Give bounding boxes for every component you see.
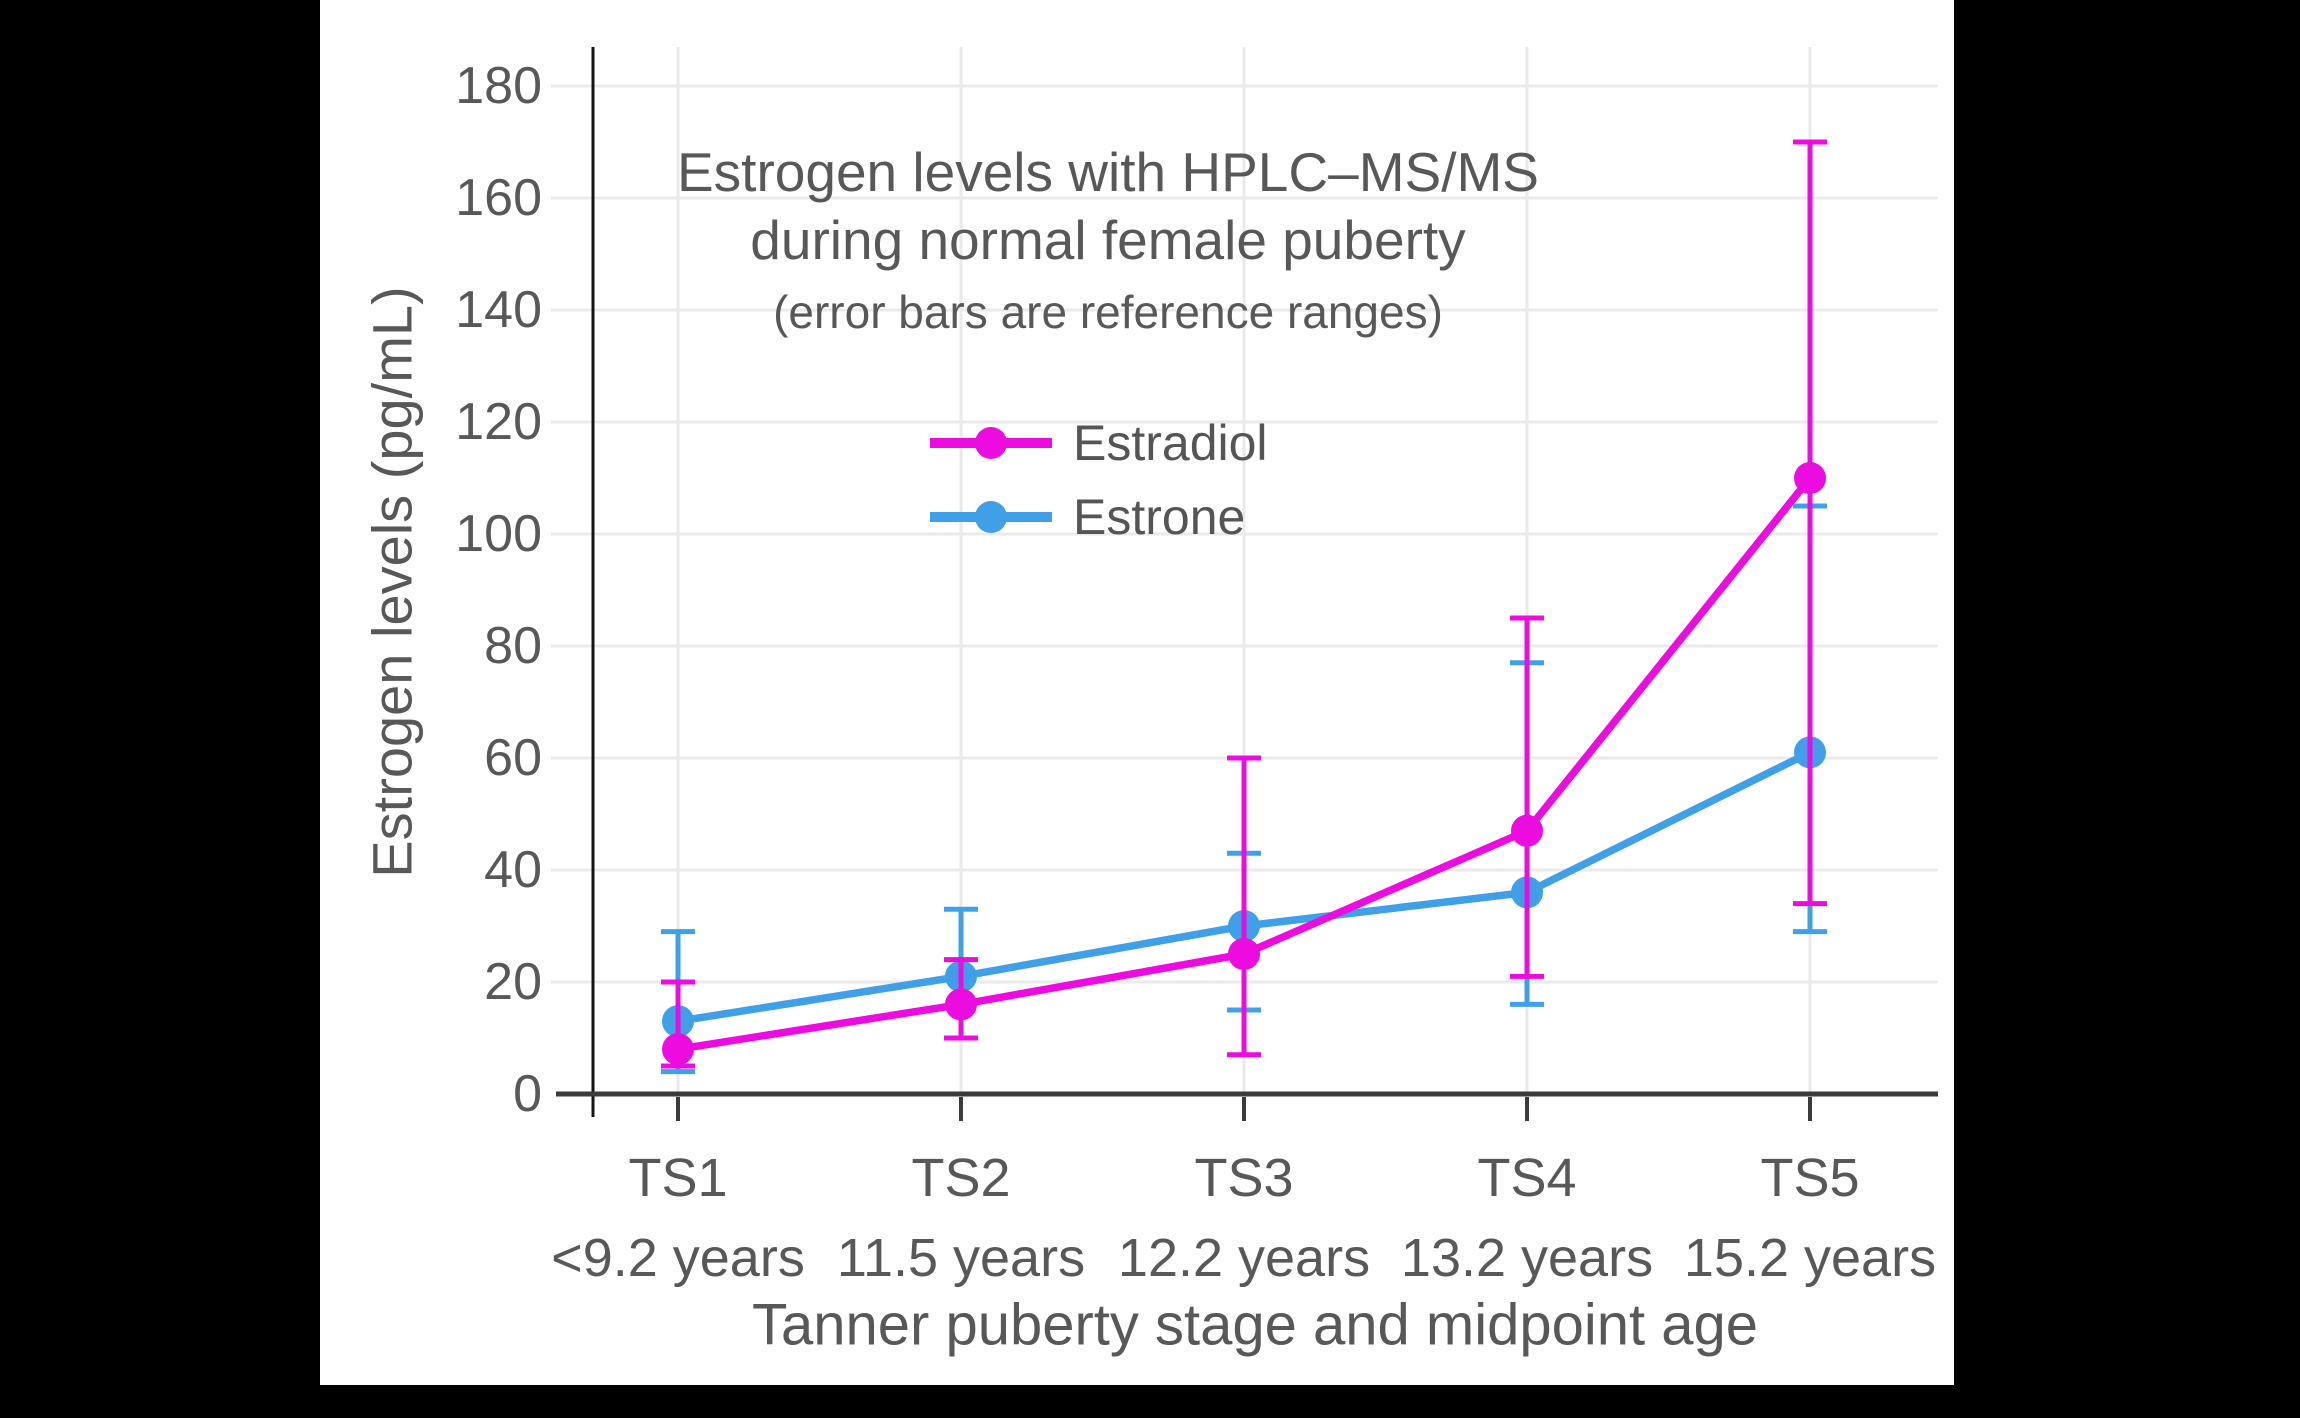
y-tick-label: 140 [455,281,542,339]
x-stage-label: TS1 [628,1148,727,1208]
x-stage-label: TS4 [1477,1148,1576,1208]
x-stage-label: TS5 [1760,1148,1859,1208]
data-point-marker [662,1033,694,1066]
legend-label: Estrone [1073,489,1245,545]
y-tick-label: 180 [455,57,542,115]
x-stage-label: TS2 [911,1148,1010,1208]
x-age-label: 15.2 years [1684,1228,1936,1288]
y-axis-title: Estrogen levels (pg/mL) [361,286,424,877]
x-age-label: <9.2 years [551,1228,805,1288]
y-tick-label: 80 [484,617,542,675]
chart-title-line2: during normal female puberty [750,209,1466,271]
y-tick-label: 60 [484,729,542,787]
legend-swatch-dot [975,427,1007,459]
x-age-label: 13.2 years [1401,1228,1653,1288]
legend-swatch-dot [975,501,1007,533]
x-age-label: 11.5 years [837,1228,1085,1288]
data-point-marker [1511,814,1543,847]
chart-panel [320,0,1954,1385]
chart-title-line1: Estrogen levels with HPLC–MS/MS [677,141,1539,203]
data-point-marker [945,988,977,1021]
chart-subtitle: (error bars are reference ranges) [773,286,1443,338]
y-tick-label: 160 [455,169,542,227]
y-tick-label: 40 [484,841,542,899]
x-axis-title: Tanner puberty stage and midpoint age [752,1293,1758,1358]
y-tick-label: 0 [513,1065,542,1123]
data-point-marker [1228,938,1260,970]
data-point-marker [1794,462,1826,494]
x-stage-label: TS3 [1194,1148,1293,1208]
legend-label: Estradiol [1073,415,1268,471]
y-tick-label: 100 [455,505,542,563]
y-tick-label: 120 [455,393,542,451]
x-age-label: 12.2 years [1118,1228,1370,1288]
y-tick-label: 20 [484,953,542,1011]
